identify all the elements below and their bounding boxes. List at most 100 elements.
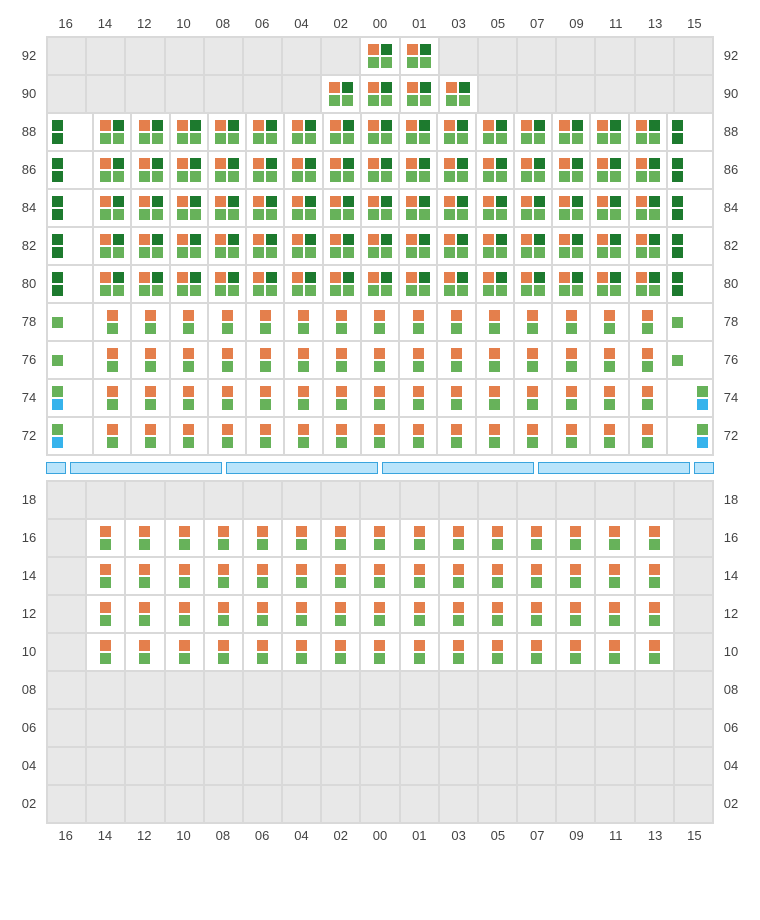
grid-cell[interactable] — [400, 633, 439, 671]
seat-icon[interactable] — [609, 539, 620, 550]
seat-icon[interactable] — [343, 209, 354, 220]
grid-cell[interactable] — [170, 341, 208, 379]
grid-cell[interactable] — [514, 227, 552, 265]
seat-icon[interactable] — [534, 285, 545, 296]
grid-cell[interactable] — [667, 265, 713, 303]
grid-cell[interactable] — [360, 481, 399, 519]
seat-icon[interactable] — [649, 539, 660, 550]
seat-icon[interactable] — [305, 247, 316, 258]
grid-cell[interactable] — [361, 227, 399, 265]
seat-icon[interactable] — [489, 399, 500, 410]
seat-icon[interactable] — [52, 355, 63, 366]
seat-icon[interactable] — [636, 272, 647, 283]
seat-icon[interactable] — [296, 539, 307, 550]
seat-icon[interactable] — [406, 209, 417, 220]
seat-icon[interactable] — [521, 272, 532, 283]
seat-icon[interactable] — [266, 196, 277, 207]
grid-cell[interactable] — [47, 37, 86, 75]
grid-cell[interactable] — [321, 633, 360, 671]
grid-cell[interactable] — [323, 417, 361, 455]
seat-icon[interactable] — [420, 82, 431, 93]
seat-icon[interactable] — [218, 539, 229, 550]
grid-cell[interactable] — [399, 341, 437, 379]
seat-icon[interactable] — [292, 247, 303, 258]
seat-icon[interactable] — [152, 120, 163, 131]
grid-cell[interactable] — [590, 417, 628, 455]
seat-icon[interactable] — [649, 133, 660, 144]
grid-cell[interactable] — [556, 37, 595, 75]
grid-cell[interactable] — [165, 633, 204, 671]
grid-cell[interactable] — [437, 189, 475, 227]
grid-cell[interactable] — [125, 747, 164, 785]
seat-icon[interactable] — [642, 386, 653, 397]
seat-icon[interactable] — [292, 133, 303, 144]
grid-cell[interactable] — [674, 75, 713, 113]
grid-cell[interactable] — [439, 595, 478, 633]
seat-icon[interactable] — [222, 399, 233, 410]
seat-icon[interactable] — [100, 133, 111, 144]
seat-icon[interactable] — [100, 196, 111, 207]
grid-cell[interactable] — [517, 671, 556, 709]
seat-icon[interactable] — [610, 247, 621, 258]
grid-cell[interactable] — [400, 519, 439, 557]
seat-icon[interactable] — [179, 564, 190, 575]
seat-icon[interactable] — [457, 247, 468, 258]
seat-icon[interactable] — [107, 399, 118, 410]
seat-icon[interactable] — [570, 615, 581, 626]
seat-icon[interactable] — [253, 196, 264, 207]
seat-icon[interactable] — [496, 133, 507, 144]
grid-cell[interactable] — [476, 341, 514, 379]
seat-icon[interactable] — [420, 95, 431, 106]
grid-cell[interactable] — [323, 265, 361, 303]
grid-cell[interactable] — [517, 785, 556, 823]
seat-icon[interactable] — [649, 615, 660, 626]
seat-icon[interactable] — [636, 234, 647, 245]
seat-icon[interactable] — [296, 564, 307, 575]
seat-icon[interactable] — [566, 386, 577, 397]
grid-cell[interactable] — [517, 481, 556, 519]
seat-icon[interactable] — [649, 564, 660, 575]
seat-icon[interactable] — [330, 158, 341, 169]
seat-icon[interactable] — [636, 285, 647, 296]
seat-icon[interactable] — [257, 615, 268, 626]
grid-cell[interactable] — [282, 595, 321, 633]
seat-icon[interactable] — [215, 234, 226, 245]
seat-icon[interactable] — [257, 564, 268, 575]
seat-icon[interactable] — [453, 615, 464, 626]
seat-icon[interactable] — [451, 386, 462, 397]
seat-icon[interactable] — [329, 95, 340, 106]
seat-icon[interactable] — [260, 386, 271, 397]
seat-icon[interactable] — [218, 615, 229, 626]
seat-icon[interactable] — [559, 209, 570, 220]
seat-icon[interactable] — [374, 323, 385, 334]
seat-icon[interactable] — [368, 44, 379, 55]
grid-cell[interactable] — [674, 671, 713, 709]
grid-cell[interactable] — [439, 671, 478, 709]
seat-icon[interactable] — [527, 424, 538, 435]
grid-cell[interactable] — [667, 379, 713, 417]
seat-icon[interactable] — [107, 348, 118, 359]
seat-icon[interactable] — [444, 247, 455, 258]
grid-cell[interactable] — [323, 341, 361, 379]
seat-icon[interactable] — [597, 196, 608, 207]
seat-icon[interactable] — [566, 424, 577, 435]
seat-icon[interactable] — [257, 602, 268, 613]
grid-cell[interactable] — [282, 747, 321, 785]
grid-cell[interactable] — [552, 113, 590, 151]
grid-cell[interactable] — [517, 519, 556, 557]
grid-cell[interactable] — [208, 341, 246, 379]
seat-icon[interactable] — [496, 285, 507, 296]
seat-icon[interactable] — [572, 133, 583, 144]
grid-cell[interactable] — [667, 417, 713, 455]
seat-icon[interactable] — [329, 82, 340, 93]
seat-icon[interactable] — [222, 361, 233, 372]
seat-icon[interactable] — [444, 133, 455, 144]
seat-icon[interactable] — [597, 247, 608, 258]
seat-icon[interactable] — [649, 158, 660, 169]
grid-cell[interactable] — [284, 417, 322, 455]
seat-icon[interactable] — [190, 120, 201, 131]
seat-icon[interactable] — [260, 348, 271, 359]
seat-icon[interactable] — [609, 653, 620, 664]
grid-cell[interactable] — [399, 113, 437, 151]
grid-cell[interactable] — [246, 151, 284, 189]
